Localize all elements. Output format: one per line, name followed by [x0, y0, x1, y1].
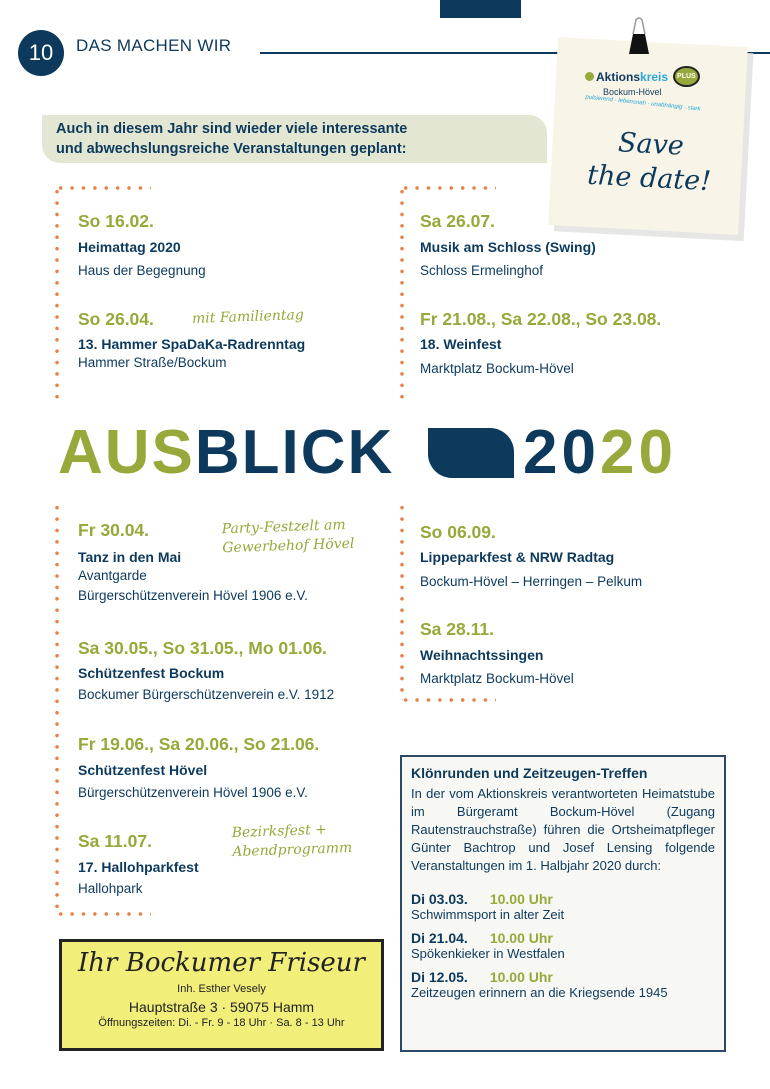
save-the-date-text: Save the date! [586, 127, 712, 198]
dotted-frame [55, 912, 151, 916]
dotted-frame [400, 698, 496, 702]
event-title: 17. Hallohparkfest [78, 859, 199, 875]
ad-title: Ihr Bockumer Friseur [78, 948, 365, 978]
page-number: 10 [18, 30, 64, 76]
event-title: Weihnachtssingen [420, 647, 544, 663]
handwritten-note: mit Familientag [191, 307, 305, 327]
ad-owner: Inh. Esther Vesely [177, 983, 266, 995]
event-date: Sa 30.05., So 31.05., Mo 01.06. [78, 638, 328, 658]
dotted-frame [400, 186, 496, 190]
section-title: DAS MACHEN WIR [76, 36, 232, 55]
dotted-frame [55, 186, 151, 190]
dotted-frame [400, 186, 404, 402]
meeting-date: Di 03.03. 10.00 Uhr [411, 891, 553, 907]
event-place: Bockum-Hövel – Herringen – Pelkum [420, 574, 643, 589]
ad-hours: Öffnungszeiten: Di. - Fr. 9 - 18 Uhr · S… [98, 1017, 345, 1029]
meeting-date: Di 21.04. 10.00 Uhr [411, 930, 553, 946]
headline-year: 2020 [523, 418, 677, 487]
event-place: Hallohpark [78, 881, 143, 896]
event-place: Schloss Ermelinghof [420, 263, 544, 278]
handwritten-note: Bezirksfest + Abendprogramm [231, 821, 353, 861]
dotted-frame [55, 186, 59, 402]
meeting-topic: Spökenkieker in Westfalen [411, 946, 565, 961]
aktionskreis-logo: Aktionskreis PLUS Bockum-Hövel pulsierend… [585, 66, 710, 113]
meeting-topic: Zeitzeugen erinnern an die Kriegsende 19… [411, 985, 668, 1000]
event-title: Schützenfest Hövel [78, 762, 208, 778]
event-title: Musik am Schloss (Swing) [420, 239, 596, 255]
event-date: Fr 21.08., Sa 22.08., So 23.08. [420, 309, 662, 329]
event-date: Sa 11.07. [78, 831, 152, 851]
event-place: Bürgerschützenverein Hövel 1906 e.V. [78, 785, 308, 800]
friseur-advertisement: Ihr Bockumer Friseur Inh. Esther Vesely … [59, 939, 384, 1051]
kloenrunden-box: Klönrunden und Zeitzeugen-Treffen In der… [400, 755, 726, 1052]
event-title: 13. Hammer SpaDaKa-Radrenntag [78, 336, 306, 352]
event-title: Tanz in den Mai [78, 549, 182, 565]
event-date: So 26.04. [78, 309, 154, 329]
header-rule [260, 52, 770, 54]
event-date: Sa 26.07. [420, 211, 495, 231]
event-place: Bockumer Bürgerschützenverein e.V. 1912 [78, 687, 335, 702]
event-place: Marktplatz Bockum-Hövel [420, 671, 574, 686]
event-place: Avantgarde [78, 568, 147, 583]
box-text: In der vom Aktionskreis verantworteten H… [411, 786, 715, 873]
headline-ausblick: AUSBLICK [58, 418, 395, 487]
event-place: Marktplatz Bockum-Hövel [420, 361, 574, 376]
meeting-date: Di 12.05. 10.00 Uhr [411, 969, 553, 985]
speech-bubble-shape [428, 428, 514, 478]
event-place: Bürgerschützenverein Hövel 1906 e.V. [78, 588, 308, 603]
top-tab-decoration [440, 0, 521, 18]
event-title: 18. Weinfest [420, 336, 502, 352]
event-place: Haus der Begegnung [78, 263, 206, 278]
dotted-frame [400, 502, 404, 700]
event-place: Hammer Straße/Bockum [78, 355, 227, 370]
meeting-topic: Schwimmsport in alter Zeit [411, 907, 565, 922]
event-title: Schützenfest Bockum [78, 665, 225, 681]
intro-banner: Auch in diesem Jahr sind wieder viele in… [42, 115, 547, 163]
event-date: Sa 28.11. [420, 619, 494, 639]
box-title: Klönrunden und Zeitzeugen-Treffen [411, 765, 648, 781]
event-date: Fr 30.04. [78, 520, 150, 540]
ad-address: Hauptstraße 3 · 59075 Hamm [128, 999, 315, 1015]
binder-clip-icon [629, 17, 649, 54]
dotted-frame [55, 502, 59, 916]
event-title: Lippeparkfest & NRW Radtag [420, 549, 615, 565]
event-title: Heimattag 2020 [78, 239, 181, 255]
event-date: Fr 19.06., Sa 20.06., So 21.06. [78, 734, 320, 754]
handwritten-note: Party-Festzelt am Gewerbehof Hövel [221, 516, 355, 557]
event-date: So 16.02. [78, 211, 154, 231]
event-date: So 06.09. [420, 522, 496, 542]
